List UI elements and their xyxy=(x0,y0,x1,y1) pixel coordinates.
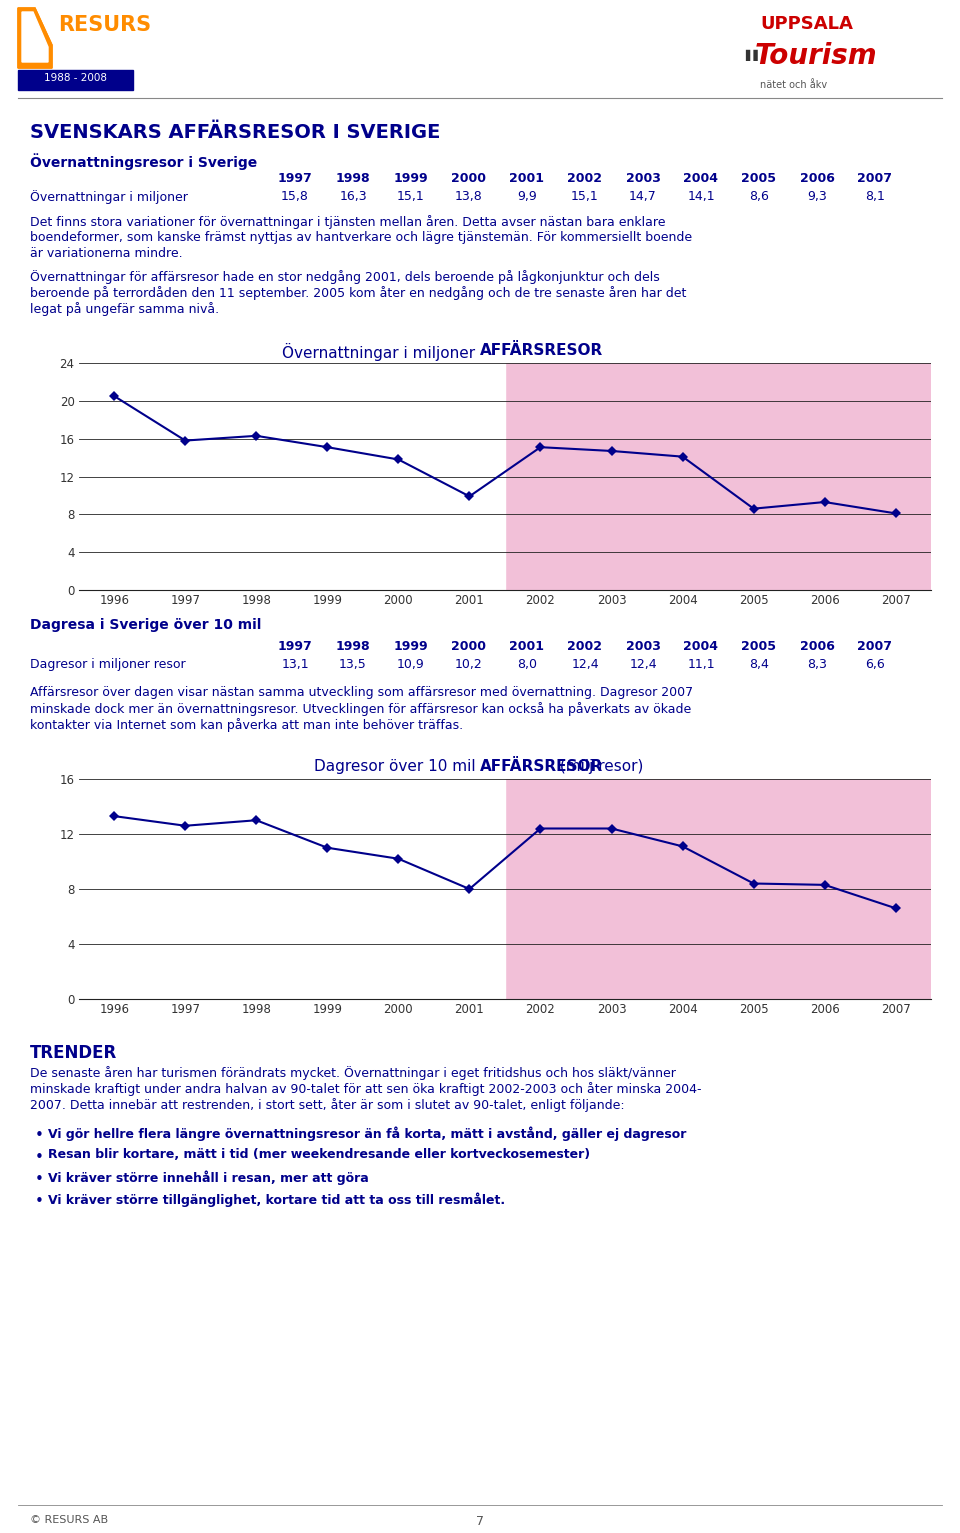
Text: ▌▌: ▌▌ xyxy=(745,51,762,61)
Text: 15,1: 15,1 xyxy=(571,190,599,202)
Text: 2001: 2001 xyxy=(510,639,544,653)
Text: 16,3: 16,3 xyxy=(339,190,367,202)
Text: •: • xyxy=(35,1128,44,1144)
Text: 1997: 1997 xyxy=(277,172,312,185)
Text: 1988 - 2008: 1988 - 2008 xyxy=(43,74,107,83)
Text: •: • xyxy=(35,1173,44,1187)
Text: 1998: 1998 xyxy=(336,639,371,653)
Text: 2006: 2006 xyxy=(800,639,834,653)
Text: 12,4: 12,4 xyxy=(571,658,599,671)
Text: AFFÄRSRESOR: AFFÄRSRESOR xyxy=(480,759,603,774)
Text: 2000: 2000 xyxy=(451,639,487,653)
Text: 10,2: 10,2 xyxy=(455,658,483,671)
Text: © RESURS AB: © RESURS AB xyxy=(30,1515,108,1525)
Text: •: • xyxy=(35,1150,44,1165)
Text: 13,8: 13,8 xyxy=(455,190,483,202)
Text: Vi kräver större tillgänglighet, kortare tid att ta oss till resmålet.: Vi kräver större tillgänglighet, kortare… xyxy=(48,1193,505,1206)
Text: 2002: 2002 xyxy=(567,172,603,185)
Text: 2002: 2002 xyxy=(567,639,603,653)
Polygon shape xyxy=(18,8,52,67)
Text: 11,1: 11,1 xyxy=(687,658,715,671)
Text: RESURS: RESURS xyxy=(58,15,151,35)
Text: 8,3: 8,3 xyxy=(807,658,827,671)
Text: 2007. Detta innebär att restrenden, i stort sett, åter är som i slutet av 90-tal: 2007. Detta innebär att restrenden, i st… xyxy=(30,1098,625,1111)
Text: 2003: 2003 xyxy=(626,172,660,185)
Text: 8,1: 8,1 xyxy=(865,190,885,202)
Text: 15,8: 15,8 xyxy=(281,190,309,202)
Text: 2004: 2004 xyxy=(684,172,718,185)
Bar xyxy=(18,71,133,90)
Text: 8,6: 8,6 xyxy=(749,190,769,202)
Text: 2007: 2007 xyxy=(857,172,893,185)
Text: UPPSALA: UPPSALA xyxy=(760,15,852,34)
Text: beroende på terrordåden den 11 september. 2005 kom åter en nedgång och de tre se: beroende på terrordåden den 11 september… xyxy=(30,287,686,300)
Text: 2007: 2007 xyxy=(857,639,893,653)
Text: 14,1: 14,1 xyxy=(687,190,715,202)
Text: 12,4: 12,4 xyxy=(629,658,657,671)
Text: 2001: 2001 xyxy=(510,172,544,185)
Text: Det finns stora variationer för övernattningar i tjänsten mellan åren. Detta avs: Det finns stora variationer för övernatt… xyxy=(30,215,665,228)
Text: Vi kräver större innehåll i resan, mer att göra: Vi kräver större innehåll i resan, mer a… xyxy=(48,1170,369,1185)
Text: är variationerna mindre.: är variationerna mindre. xyxy=(30,247,182,261)
Text: 9,3: 9,3 xyxy=(807,190,827,202)
Text: minskade kraftigt under andra halvan av 90-talet för att sen öka kraftigt 2002-2: minskade kraftigt under andra halvan av … xyxy=(30,1082,702,1096)
Text: 2005: 2005 xyxy=(741,639,777,653)
Text: kontakter via Internet som kan påverka att man inte behöver träffas.: kontakter via Internet som kan påverka a… xyxy=(30,717,463,731)
Text: 15,1: 15,1 xyxy=(397,190,425,202)
Text: TRENDER: TRENDER xyxy=(30,1044,117,1062)
Text: nätet och åkv: nätet och åkv xyxy=(760,80,828,90)
Polygon shape xyxy=(18,8,52,67)
Text: boendeformer, som kanske främst nyttjas av hantverkare och lägre tjänstemän. För: boendeformer, som kanske främst nyttjas … xyxy=(30,231,692,244)
Text: Dagresor i miljoner resor: Dagresor i miljoner resor xyxy=(30,658,185,671)
Text: Övernattningar i miljoner: Övernattningar i miljoner xyxy=(282,343,480,360)
Text: 13,5: 13,5 xyxy=(339,658,367,671)
Text: legat på ungefär samma nivå.: legat på ungefär samma nivå. xyxy=(30,302,219,316)
Text: 2000: 2000 xyxy=(451,172,487,185)
Text: •: • xyxy=(35,1194,44,1210)
Text: 1997: 1997 xyxy=(277,639,312,653)
Text: Övernattningsresor i Sverige: Övernattningsresor i Sverige xyxy=(30,153,257,170)
Text: 14,7: 14,7 xyxy=(629,190,657,202)
Text: 2006: 2006 xyxy=(800,172,834,185)
Text: 10,9: 10,9 xyxy=(397,658,425,671)
Text: AFFÄRSRESOR: AFFÄRSRESOR xyxy=(480,343,603,359)
Text: 8,4: 8,4 xyxy=(749,658,769,671)
Text: 13,1: 13,1 xyxy=(281,658,309,671)
Text: 2005: 2005 xyxy=(741,172,777,185)
Text: De senaste åren har turismen förändrats mycket. Övernattningar i eget fritidshus: De senaste åren har turismen förändrats … xyxy=(30,1065,676,1079)
Text: Övernattningar i miljoner: Övernattningar i miljoner xyxy=(30,190,188,204)
Polygon shape xyxy=(22,12,48,61)
Text: Övernattningar för affärsresor hade en stor nedgång 2001, dels beroende på lågko: Övernattningar för affärsresor hade en s… xyxy=(30,270,660,284)
Bar xyxy=(79,363,505,590)
Text: 7: 7 xyxy=(476,1515,484,1528)
Bar xyxy=(79,779,505,1000)
Text: minskade dock mer än övernattningsresor. Utvecklingen för affärsresor kan också : minskade dock mer än övernattningsresor.… xyxy=(30,702,691,716)
Text: Affärsresor över dagen visar nästan samma utveckling som affärsresor med övernat: Affärsresor över dagen visar nästan samm… xyxy=(30,685,693,699)
Text: 1999: 1999 xyxy=(394,172,428,185)
Text: SVENSKARS AFFÄRSRESOR I SVERIGE: SVENSKARS AFFÄRSRESOR I SVERIGE xyxy=(30,123,441,143)
Text: Vi gör hellre flera längre övernattningsresor än få korta, mätt i avstånd, gälle: Vi gör hellre flera längre övernattnings… xyxy=(48,1127,686,1141)
Text: Tourism: Tourism xyxy=(755,41,877,71)
Text: 9,9: 9,9 xyxy=(517,190,537,202)
Text: Dagresa i Sverige över 10 mil: Dagresa i Sverige över 10 mil xyxy=(30,618,261,632)
Text: 2004: 2004 xyxy=(684,639,718,653)
Text: (milj resor): (milj resor) xyxy=(555,759,643,774)
Text: 6,6: 6,6 xyxy=(865,658,885,671)
Text: 2003: 2003 xyxy=(626,639,660,653)
Text: 1998: 1998 xyxy=(336,172,371,185)
Text: 8,0: 8,0 xyxy=(517,658,537,671)
Text: Dagresor över 10 mil: Dagresor över 10 mil xyxy=(314,759,480,774)
Text: Resan blir kortare, mätt i tid (mer weekendresande eller kortveckosemester): Resan blir kortare, mätt i tid (mer week… xyxy=(48,1148,590,1160)
Text: 1999: 1999 xyxy=(394,639,428,653)
